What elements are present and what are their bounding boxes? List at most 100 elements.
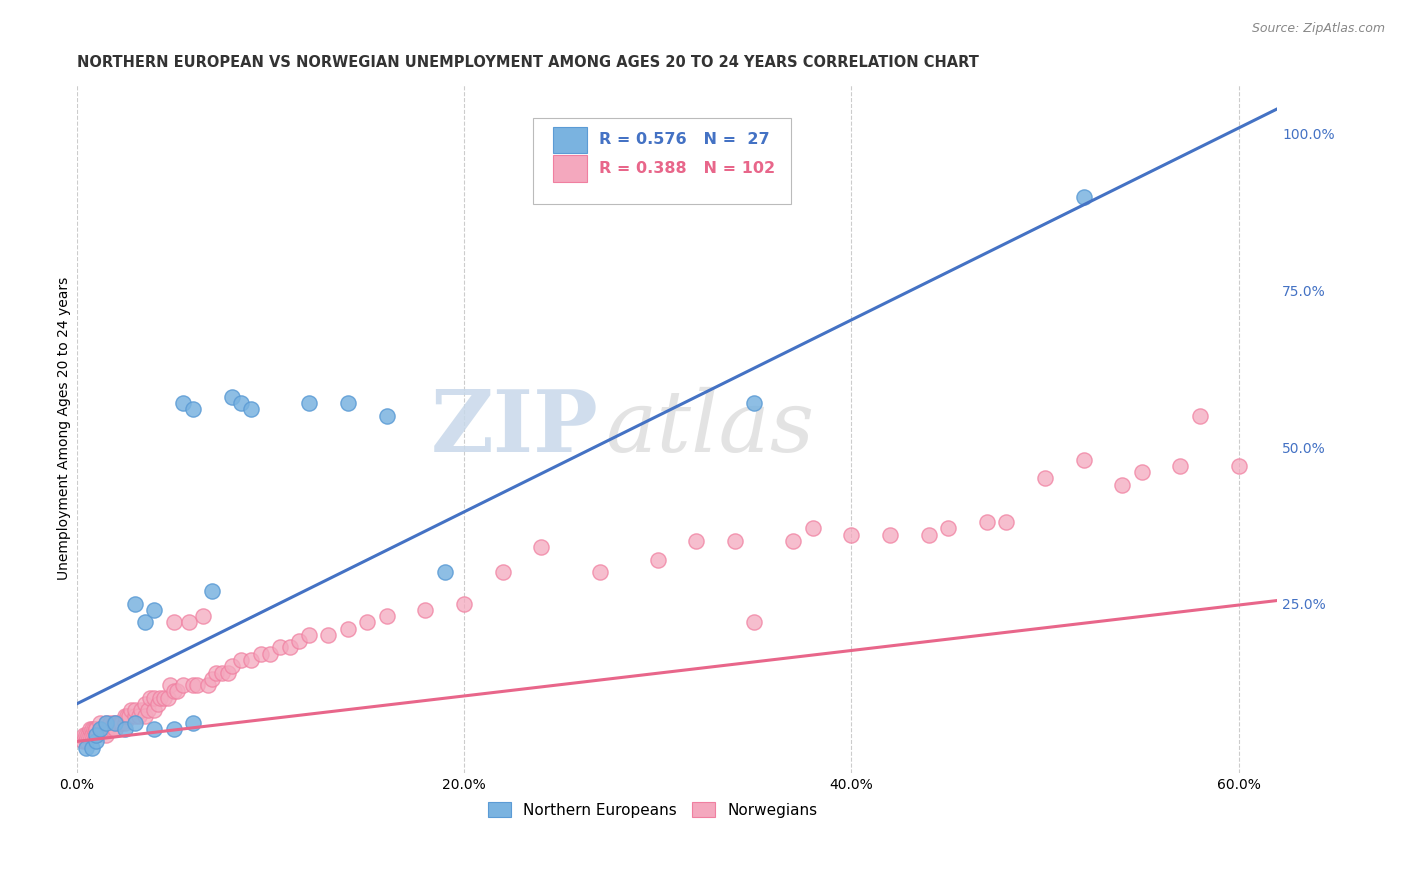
Point xyxy=(118,709,141,723)
Point xyxy=(114,715,136,730)
Point xyxy=(110,715,132,730)
Point xyxy=(298,628,321,642)
Text: R = 0.576   N =  27: R = 0.576 N = 27 xyxy=(599,132,769,147)
Point xyxy=(936,521,959,535)
Point xyxy=(744,396,766,410)
Point xyxy=(211,665,233,680)
Point xyxy=(82,740,104,755)
Point xyxy=(801,521,824,535)
Point xyxy=(139,690,162,705)
Point xyxy=(134,709,156,723)
Point xyxy=(115,709,138,723)
Point xyxy=(839,527,862,541)
Point xyxy=(166,684,188,698)
Point xyxy=(94,715,117,730)
Point xyxy=(72,734,94,748)
Point xyxy=(114,709,136,723)
Point xyxy=(162,615,184,630)
Point xyxy=(79,722,101,736)
Point xyxy=(181,715,204,730)
Point xyxy=(120,703,142,717)
FancyBboxPatch shape xyxy=(554,155,586,182)
Point xyxy=(201,584,224,599)
Point xyxy=(143,703,166,717)
Point xyxy=(94,728,117,742)
Text: Source: ZipAtlas.com: Source: ZipAtlas.com xyxy=(1251,22,1385,36)
Point xyxy=(83,722,105,736)
Point xyxy=(79,728,101,742)
Point xyxy=(153,690,176,705)
Point xyxy=(77,728,100,742)
Point xyxy=(97,722,120,736)
Point xyxy=(89,715,111,730)
Point xyxy=(356,615,378,630)
Point xyxy=(231,653,253,667)
Point xyxy=(1188,409,1211,423)
Point xyxy=(84,722,107,736)
Point xyxy=(129,703,152,717)
Point xyxy=(1073,189,1095,203)
Point xyxy=(375,409,398,423)
Point xyxy=(685,534,707,549)
Point xyxy=(108,715,131,730)
Point xyxy=(100,722,122,736)
Point xyxy=(128,709,150,723)
Point xyxy=(1170,458,1192,473)
Point xyxy=(269,640,291,655)
Point xyxy=(156,690,179,705)
Point xyxy=(647,553,669,567)
Point xyxy=(879,527,901,541)
Point xyxy=(124,715,146,730)
Point xyxy=(146,697,169,711)
Point xyxy=(104,715,127,730)
Point xyxy=(143,690,166,705)
Point xyxy=(84,728,107,742)
Point xyxy=(75,740,97,755)
Point xyxy=(82,728,104,742)
Point xyxy=(134,615,156,630)
Point xyxy=(1130,465,1153,479)
Point xyxy=(134,697,156,711)
Point xyxy=(221,659,243,673)
Point xyxy=(530,541,553,555)
Point xyxy=(492,566,515,580)
Point xyxy=(94,715,117,730)
Point xyxy=(336,622,359,636)
Point xyxy=(94,722,117,736)
Point xyxy=(84,722,107,736)
Point xyxy=(89,722,111,736)
Point xyxy=(231,396,253,410)
Point xyxy=(149,690,172,705)
Point xyxy=(103,715,125,730)
Point xyxy=(1227,458,1250,473)
Point xyxy=(162,722,184,736)
Text: R = 0.388   N = 102: R = 0.388 N = 102 xyxy=(599,161,775,176)
Point xyxy=(191,609,214,624)
Text: atlas: atlas xyxy=(605,387,814,469)
Point xyxy=(104,722,127,736)
Text: ZIP: ZIP xyxy=(432,386,599,470)
Point xyxy=(1033,471,1056,485)
Point xyxy=(1073,452,1095,467)
Point xyxy=(181,678,204,692)
Point xyxy=(259,647,281,661)
Point xyxy=(82,722,104,736)
Point xyxy=(995,515,1018,529)
Point xyxy=(104,722,127,736)
FancyBboxPatch shape xyxy=(554,127,586,153)
Point xyxy=(73,728,96,742)
Point xyxy=(84,728,107,742)
Text: NORTHERN EUROPEAN VS NORWEGIAN UNEMPLOYMENT AMONG AGES 20 TO 24 YEARS CORRELATIO: NORTHERN EUROPEAN VS NORWEGIAN UNEMPLOYM… xyxy=(77,55,979,70)
Point xyxy=(217,665,239,680)
Point xyxy=(124,709,146,723)
Point xyxy=(75,728,97,742)
Point xyxy=(744,615,766,630)
Point xyxy=(143,722,166,736)
Point xyxy=(588,566,610,580)
Point xyxy=(413,603,436,617)
Point xyxy=(124,703,146,717)
Point xyxy=(89,722,111,736)
Point xyxy=(84,734,107,748)
Point xyxy=(240,402,263,417)
Point xyxy=(181,402,204,417)
